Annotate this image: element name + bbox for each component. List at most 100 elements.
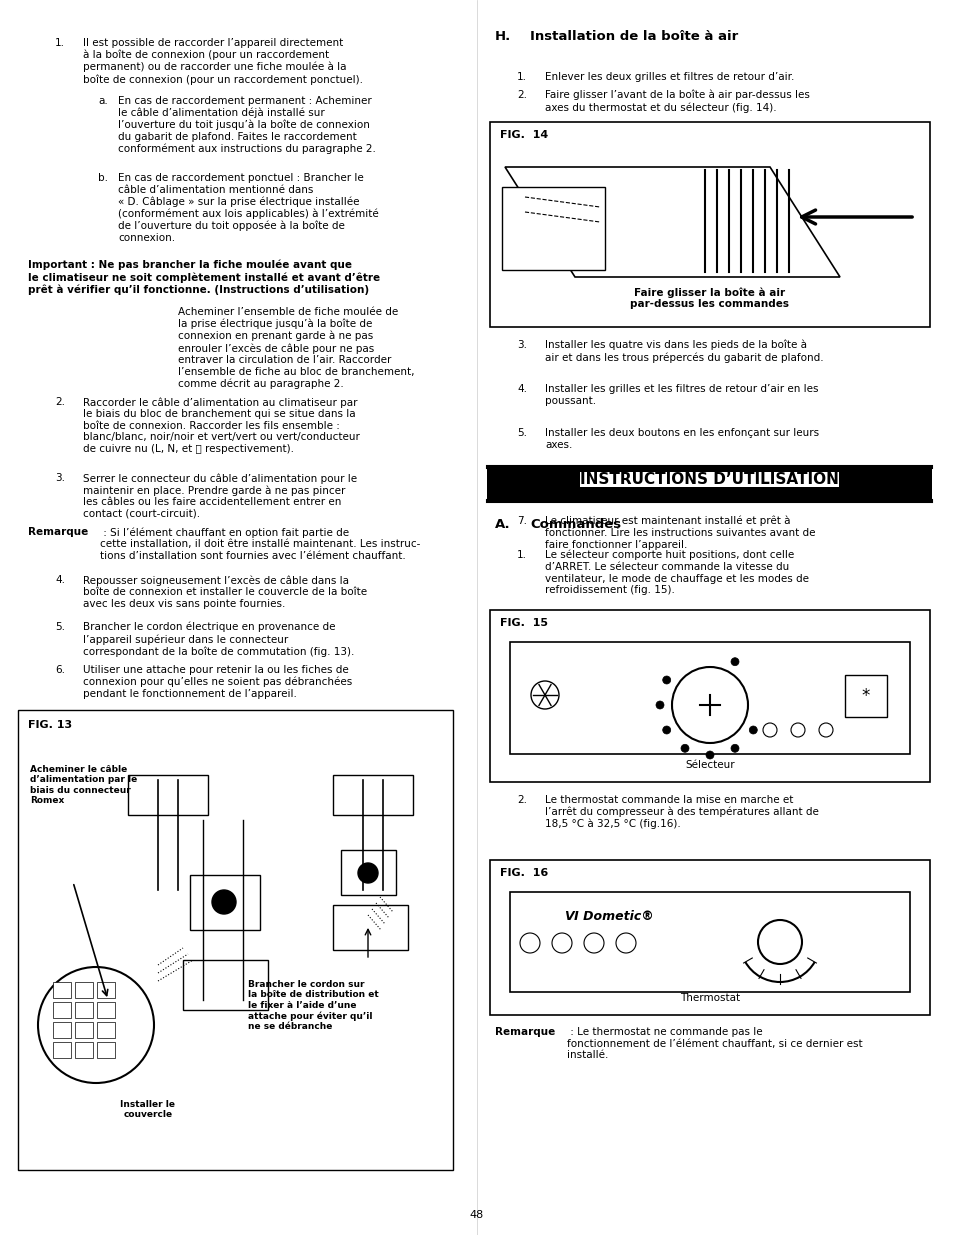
Text: Raccorder le câble d’alimentation au climatiseur par
le biais du bloc de branche: Raccorder le câble d’alimentation au cli… xyxy=(83,396,359,454)
Bar xyxy=(53,1002,71,1018)
Circle shape xyxy=(656,701,663,709)
Text: Important : Ne pas brancher la fiche moulée avant que
le climatiseur ne soit com: Important : Ne pas brancher la fiche mou… xyxy=(28,261,379,295)
Bar xyxy=(97,1002,115,1018)
Bar xyxy=(75,1023,92,1037)
Bar xyxy=(97,1023,115,1037)
Text: : Si l’élément chauffant en option fait partie de
cette installation, il doit êt: : Si l’élément chauffant en option fait … xyxy=(100,527,420,561)
Text: Remarque: Remarque xyxy=(28,527,89,537)
Text: Enlever les deux grilles et filtres de retour d’air.: Enlever les deux grilles et filtres de r… xyxy=(544,72,794,82)
Text: a.: a. xyxy=(98,96,108,106)
Bar xyxy=(844,676,886,718)
Polygon shape xyxy=(504,167,840,277)
Text: Sélecteur: Sélecteur xyxy=(684,760,734,769)
Bar xyxy=(75,982,92,998)
Text: Thermostat: Thermostat xyxy=(679,993,740,1003)
Bar xyxy=(53,1023,71,1037)
Text: MARCHE: MARCHE xyxy=(851,472,901,482)
Bar xyxy=(486,468,931,500)
Text: Installer les quatre vis dans les pieds de la boîte à
air et dans les trous prép: Installer les quatre vis dans les pieds … xyxy=(544,340,822,363)
Bar xyxy=(333,776,413,815)
Text: FIG.  16: FIG. 16 xyxy=(499,868,548,878)
Text: Le thermostat commande la mise en marche et
l’arrêt du compresseur à des tempéra: Le thermostat commande la mise en marche… xyxy=(544,795,818,830)
Bar xyxy=(510,642,909,755)
Text: *: * xyxy=(861,687,869,705)
Text: Il est possible de raccorder l’appareil directement
à la boîte de connexion (pou: Il est possible de raccorder l’appareil … xyxy=(83,38,363,85)
Circle shape xyxy=(662,676,670,684)
Bar xyxy=(128,776,208,815)
Circle shape xyxy=(616,932,636,953)
Circle shape xyxy=(38,967,153,1083)
Circle shape xyxy=(818,722,832,737)
Text: L’alimentation du climatiseur doit maintenant être
mise en: L’alimentation du climatiseur doit maint… xyxy=(544,472,809,494)
Bar xyxy=(510,892,909,992)
Text: 48: 48 xyxy=(470,1210,483,1220)
Circle shape xyxy=(705,751,713,760)
Text: Serrer le connecteur du câble d’alimentation pour le
maintenir en place. Prendre: Serrer le connecteur du câble d’alimenta… xyxy=(83,473,356,519)
Text: H.: H. xyxy=(495,30,511,43)
Circle shape xyxy=(680,745,688,752)
Circle shape xyxy=(357,863,377,883)
Text: A.: A. xyxy=(495,517,510,531)
Text: Brancher le cordon électrique en provenance de
l’appareil supérieur dans le conn: Brancher le cordon électrique en provena… xyxy=(83,622,354,657)
Text: Faire glisser l’avant de la boîte à air par-dessus les
axes du thermostat et du : Faire glisser l’avant de la boîte à air … xyxy=(544,90,809,112)
Circle shape xyxy=(662,726,670,734)
Circle shape xyxy=(583,932,603,953)
Bar xyxy=(75,1042,92,1058)
Bar xyxy=(340,850,395,895)
Bar xyxy=(53,982,71,998)
Text: 5.: 5. xyxy=(517,429,526,438)
Text: 2.: 2. xyxy=(517,90,526,100)
Bar xyxy=(490,610,929,782)
Text: Remarque: Remarque xyxy=(495,1028,555,1037)
Text: Installation de la boîte à air: Installation de la boîte à air xyxy=(530,30,738,43)
Text: FIG.  14: FIG. 14 xyxy=(499,130,548,140)
Text: 5.: 5. xyxy=(55,622,65,632)
Circle shape xyxy=(552,932,572,953)
Circle shape xyxy=(730,745,739,752)
Text: Acheminer le câble
d’alimentation par le
biais du connecteur
Romex: Acheminer le câble d’alimentation par le… xyxy=(30,764,137,805)
Text: Le sélecteur comporte huit positions, dont celle
d’ARRET. Le sélecteur commande : Le sélecteur comporte huit positions, do… xyxy=(544,550,808,595)
Text: Ⅵ Dometic®: Ⅵ Dometic® xyxy=(564,910,653,923)
Text: Commandes: Commandes xyxy=(530,517,620,531)
Text: Le climatiseur est maintenant installé et prêt à
fonctionner. Lire les instructi: Le climatiseur est maintenant installé e… xyxy=(544,516,815,550)
Circle shape xyxy=(758,920,801,965)
Text: Installer le
couvercle: Installer le couvercle xyxy=(120,1100,175,1119)
Bar xyxy=(490,860,929,1015)
Text: 4.: 4. xyxy=(55,576,65,585)
Circle shape xyxy=(671,667,747,743)
Circle shape xyxy=(748,726,757,734)
Circle shape xyxy=(531,680,558,709)
Bar xyxy=(490,122,929,327)
Bar xyxy=(75,1002,92,1018)
Bar xyxy=(53,1042,71,1058)
Text: 1.: 1. xyxy=(517,72,526,82)
Text: INSTRUCTIONS D’UTILISATION: INSTRUCTIONS D’UTILISATION xyxy=(579,472,838,487)
Text: b.: b. xyxy=(98,173,108,183)
Text: FIG.  15: FIG. 15 xyxy=(499,618,547,629)
Text: FIG. 13: FIG. 13 xyxy=(28,720,72,730)
Circle shape xyxy=(762,722,776,737)
Text: Installer les grilles et les filtres de retour d’air en les
poussant.: Installer les grilles et les filtres de … xyxy=(544,384,818,405)
Bar xyxy=(97,982,115,998)
Text: 1.: 1. xyxy=(517,550,526,559)
Text: Faire glisser la boîte à air
par-dessus les commandes: Faire glisser la boîte à air par-dessus … xyxy=(630,287,789,309)
Text: Acheminer l’ensemble de fiche moulée de
la prise électrique jusqu’à la boîte de
: Acheminer l’ensemble de fiche moulée de … xyxy=(178,308,414,389)
Circle shape xyxy=(790,722,804,737)
Circle shape xyxy=(519,932,539,953)
Text: 1.: 1. xyxy=(55,38,65,48)
Text: .: . xyxy=(882,472,885,482)
Text: 4.: 4. xyxy=(517,384,526,394)
Text: 3.: 3. xyxy=(55,473,65,483)
Text: En cas de raccordement permanent : Acheminer
le câble d’alimentation déjà instal: En cas de raccordement permanent : Achem… xyxy=(118,96,375,154)
Text: 2.: 2. xyxy=(517,795,526,805)
Circle shape xyxy=(212,890,235,914)
Text: 3.: 3. xyxy=(517,340,526,350)
Text: Brancher le cordon sur
la boîte de distribution et
le fixer à l’aide d’une
attac: Brancher le cordon sur la boîte de distr… xyxy=(248,981,378,1031)
Text: 2.: 2. xyxy=(55,396,65,408)
Text: : Le thermostat ne commande pas le
fonctionnement de l’élément chauffant, si ce : : Le thermostat ne commande pas le fonct… xyxy=(566,1028,862,1060)
Polygon shape xyxy=(501,186,604,270)
Text: En cas de raccordement ponctuel : Brancher le
câble d’alimentation mentionné dan: En cas de raccordement ponctuel : Branch… xyxy=(118,173,378,243)
Bar xyxy=(183,960,268,1010)
Text: 6.: 6. xyxy=(55,664,65,676)
Bar xyxy=(333,905,408,950)
